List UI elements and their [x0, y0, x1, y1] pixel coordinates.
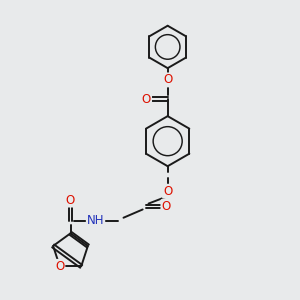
Text: O: O: [162, 200, 171, 213]
Text: O: O: [142, 93, 151, 106]
Text: NH: NH: [87, 214, 104, 227]
Text: O: O: [66, 194, 75, 207]
Text: O: O: [163, 185, 172, 198]
Text: O: O: [163, 74, 172, 86]
Text: O: O: [55, 260, 64, 273]
